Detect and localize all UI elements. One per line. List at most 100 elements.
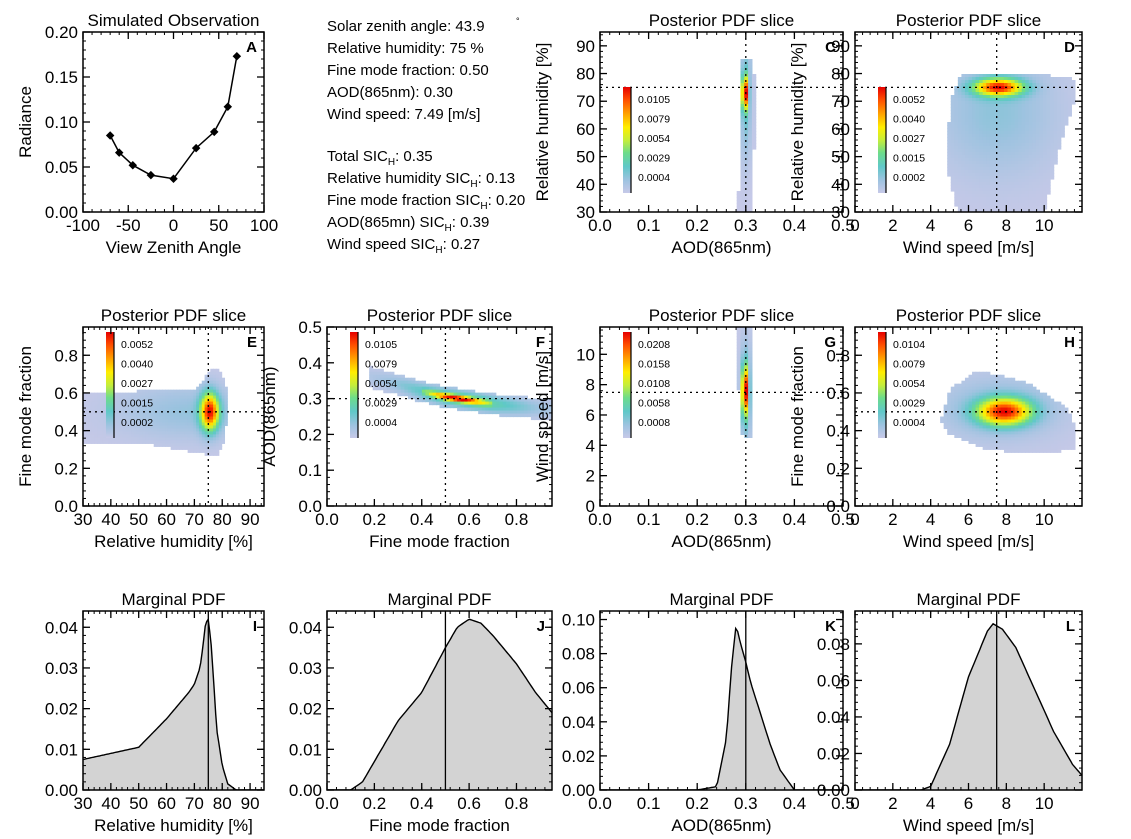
x-tick-label: 6 — [964, 794, 973, 813]
pdf-area — [327, 619, 552, 790]
y-tick-label: 0.00 — [817, 781, 850, 800]
sic-value: : 0.13 — [478, 170, 516, 187]
y-tick-label: 0.02 — [817, 744, 850, 763]
colorbar-label: 0.0079 — [365, 359, 397, 371]
x-axis-label: AOD(865nm) — [671, 532, 771, 551]
sic-label: Wind speed SIC — [327, 236, 436, 253]
y-tick-label: 0.0 — [54, 497, 78, 516]
x-tick-label: 10 — [1035, 216, 1054, 235]
y-tick-label: 0.2 — [298, 425, 322, 444]
x-tick-label: 2 — [888, 794, 897, 813]
colorbar-label: 0.0054 — [365, 378, 397, 390]
data-point — [146, 170, 156, 180]
y-tick-label: 40 — [831, 175, 850, 194]
y-axis-label: Wind speed [m/s] — [533, 351, 552, 482]
panel-letter: D — [1064, 39, 1075, 56]
colorbar-gradient — [106, 332, 114, 438]
y-tick-label: 8 — [586, 376, 595, 395]
y-axis-label: AOD(865nm) — [260, 366, 279, 466]
colorbar-label: 0.0004 — [638, 172, 670, 184]
colorbar-label: 0.0052 — [121, 339, 153, 351]
panel-title: Marginal PDF — [917, 590, 1021, 609]
x-tick-label: 50 — [129, 794, 148, 813]
x-tick-label: 0.4 — [783, 794, 807, 813]
info-line: AOD(865nm): 0.30 — [327, 84, 453, 101]
data-point — [209, 127, 219, 137]
info-panel: Solar zenith angle: 43.9 ° Relative humi… — [327, 16, 525, 256]
x-axis-label: Wind speed [m/s] — [903, 238, 1034, 257]
colorbar-label: 0.0208 — [638, 339, 670, 351]
colorbar-label: 0.0040 — [893, 114, 925, 126]
y-tick-label: 0.02 — [289, 700, 322, 719]
panel-E: 0.0052 0.0040 0.0027 0.0015 0.0002 30 40 50 60 70… — [16, 306, 265, 551]
colorbar-gradient — [878, 332, 886, 438]
colorbar-label: 0.0105 — [365, 339, 397, 351]
sic-line: Relative humidity SICH: 0.13 — [327, 170, 515, 190]
y-tick-label: 70 — [831, 92, 850, 111]
x-axis-label: Fine mode fraction — [369, 532, 510, 551]
axes-frame — [326, 326, 553, 507]
y-tick-label: 0.8 — [826, 346, 850, 365]
y-tick-label: 0.15 — [45, 68, 78, 87]
x-tick-label: 0.0 — [315, 794, 339, 813]
y-tick-label: 0.0 — [826, 497, 850, 516]
colorbar: 0.0052 0.0040 0.0027 0.0015 0.0002 — [878, 87, 925, 193]
y-tick-label: 0.00 — [562, 781, 595, 800]
y-tick-label: 30 — [576, 203, 595, 222]
y-axis-label: Relative humidity [%] — [533, 43, 552, 202]
y-tick-label: 0.04 — [45, 618, 78, 637]
x-tick-label: 70 — [185, 510, 204, 529]
x-tick-label: 8 — [1002, 510, 1011, 529]
x-tick-label: 4 — [926, 794, 935, 813]
x-tick-label: 0.0 — [588, 794, 612, 813]
panel-title: Posterior PDF slice — [649, 306, 794, 325]
data-point — [232, 52, 242, 61]
y-tick-label: 0.03 — [45, 659, 78, 678]
x-tick-label: 0.4 — [783, 510, 807, 529]
x-tick-label: 0.6 — [457, 794, 481, 813]
axes-frame — [599, 610, 844, 791]
info-line: Relative humidity: 75 % — [327, 40, 484, 57]
x-tick-label: 8 — [1002, 794, 1011, 813]
y-tick-label: 6 — [586, 406, 595, 425]
x-axis-label: AOD(865nm) — [671, 816, 771, 835]
x-tick-label: 0 — [850, 216, 859, 235]
chart-panels: -100 -50 0 50 1000.000.050.100.150.20Simulat… — [16, 11, 1083, 835]
degree-mark: ° — [516, 16, 520, 26]
colorbar-label: 0.0054 — [893, 378, 925, 390]
y-tick-label: 0.02 — [562, 747, 595, 766]
plot-area — [600, 611, 843, 790]
sic-label: Fine mode fraction SIC — [327, 192, 481, 209]
x-axis-label: Relative humidity [%] — [94, 816, 253, 835]
y-tick-label: 0.00 — [45, 781, 78, 800]
sic-line: AOD(865mn) SICH: 0.39 — [327, 214, 489, 234]
y-axis-label: Radiance — [16, 86, 35, 158]
y-tick-label: 0.20 — [45, 23, 78, 42]
x-tick-label: 10 — [1035, 510, 1054, 529]
x-tick-label: 6 — [964, 510, 973, 529]
x-tick-label: 2 — [888, 216, 897, 235]
sic-line: Wind speed SICH: 0.27 — [327, 236, 480, 256]
axes-frame — [599, 31, 844, 213]
x-tick-label: 0.0 — [588, 510, 612, 529]
y-tick-label: 2 — [586, 467, 595, 486]
x-tick-label: 100 — [250, 216, 278, 235]
x-tick-label: 0.2 — [685, 510, 709, 529]
panel-letter: I — [253, 618, 257, 635]
y-axis-label: Relative humidity [%] — [788, 43, 807, 202]
data-point — [105, 131, 115, 140]
x-axis-label: Wind speed [m/s] — [903, 532, 1034, 551]
colorbar: 0.0208 0.0158 0.0108 0.0058 0.0008 — [623, 332, 670, 438]
colorbar-label: 0.0004 — [893, 417, 925, 429]
colorbar-gradient — [350, 332, 358, 438]
x-tick-label: 0.3 — [734, 216, 758, 235]
y-tick-label: 80 — [576, 65, 595, 84]
panel-title: Marginal PDF — [122, 590, 226, 609]
sic-sub: H — [435, 245, 442, 256]
panel-letter: C — [825, 39, 836, 56]
sic-sub: H — [470, 179, 477, 190]
panel-L: 0 2 4 6 8 10 0.00 0.02 0.04 0.06 0.08 Marginal PDF L… — [817, 590, 1083, 835]
sic-sub: H — [388, 157, 395, 168]
y-tick-label: 0.2 — [826, 459, 850, 478]
